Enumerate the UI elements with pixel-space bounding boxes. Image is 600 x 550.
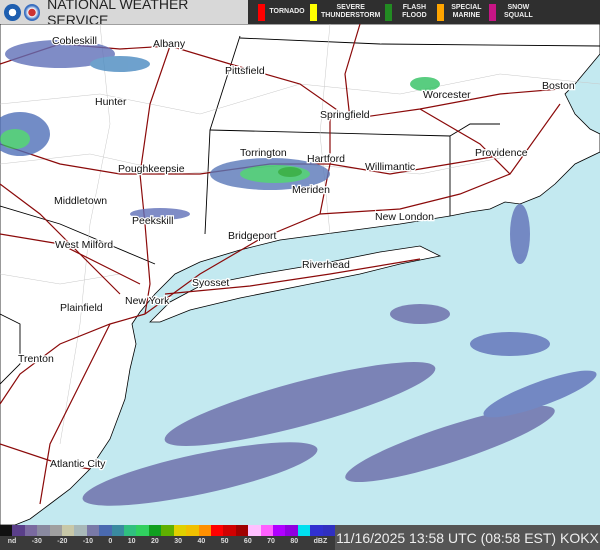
warning-label: SEVERE THUNDERSTORM xyxy=(321,4,381,19)
scale-color xyxy=(124,525,137,536)
city-label: Peekskill xyxy=(132,215,173,227)
scale-color xyxy=(99,525,112,536)
city-label: Hartford xyxy=(307,153,345,165)
city-labels: Cobleskill Albany Pittsfield Hunter Springfi… xyxy=(17,34,576,472)
warning-type: SNOW SQUALL xyxy=(489,3,536,21)
long-island xyxy=(149,245,442,323)
reflectivity-legend: nd -30 -20 -10 0 10 20 30 40 50 60 70 80 dBZ 11/16/20… xyxy=(0,525,600,550)
scale-tick: dBZ xyxy=(313,538,328,545)
city-label: Willimantic xyxy=(365,161,415,173)
radar-map[interactable]: Cobleskill Albany Pittsfield Hunter Springfi… xyxy=(0,24,600,525)
scale-tick: 70 xyxy=(267,538,275,545)
scale-color xyxy=(210,525,224,536)
radar-echoes xyxy=(0,40,597,506)
city-label: Boston xyxy=(542,80,575,92)
scale-tick: 30 xyxy=(174,538,183,545)
scale-color xyxy=(297,525,311,536)
warning-label: SNOW SQUALL xyxy=(503,4,533,19)
scale-color xyxy=(49,525,63,536)
scale-color xyxy=(111,525,125,536)
city-label: Torrington xyxy=(240,147,287,159)
warning-type: SPECIAL MARINE xyxy=(437,3,484,21)
scale-color xyxy=(24,525,38,536)
scale-color xyxy=(74,525,87,536)
scale-tick: -10 xyxy=(82,538,93,545)
warning-swatch xyxy=(489,3,497,21)
scale-tick: 20 xyxy=(150,538,159,545)
scale-ticks: nd -30 -20 -10 0 10 20 30 40 50 60 70 80 dBZ xyxy=(0,536,335,545)
scale-tick: 10 xyxy=(127,538,136,545)
scale-color xyxy=(12,525,25,536)
scale-color xyxy=(322,525,335,536)
scale-tick: 50 xyxy=(220,538,229,545)
scale-tick: -30 xyxy=(31,538,42,545)
scale-color xyxy=(285,525,298,536)
scale-color xyxy=(173,525,187,536)
warning-type: FLASH FLOOD xyxy=(385,3,432,21)
city-label: Plainfield xyxy=(60,302,103,314)
scale-tick: 80 xyxy=(290,538,299,545)
warning-legend: TORNADO SEVERE THUNDERSTORM FLASH FLOOD SPE… xyxy=(248,0,600,24)
noaa-logo xyxy=(4,3,21,21)
city-label: West Milford xyxy=(55,239,113,251)
warning-swatch xyxy=(310,3,317,21)
scale-color xyxy=(223,525,236,536)
brand: NATIONAL WEATHER SERVICE xyxy=(0,0,248,28)
warning-swatch xyxy=(258,3,265,21)
city-label: Trenton xyxy=(18,353,54,365)
scale-tick: -20 xyxy=(57,538,68,545)
warning-label: SPECIAL MARINE xyxy=(451,4,482,19)
scale-color xyxy=(86,525,100,536)
warning-swatch xyxy=(437,3,445,21)
city-label: Providence xyxy=(475,147,528,159)
color-scale: nd -30 -20 -10 0 10 20 30 40 50 60 70 80 dBZ xyxy=(0,525,335,550)
warning-label: FLASH FLOOD xyxy=(402,4,427,19)
scale-color xyxy=(198,525,211,536)
city-label: Albany xyxy=(153,38,186,50)
scale-tick: 0 xyxy=(108,538,113,545)
nws-logo xyxy=(23,3,41,21)
city-label: Pittsfield xyxy=(225,65,265,77)
color-bar xyxy=(0,525,335,536)
roads xyxy=(0,24,561,505)
scale-color xyxy=(310,525,323,536)
scale-color xyxy=(148,525,162,536)
scale-tick: 60 xyxy=(243,538,252,545)
scale-tick: nd xyxy=(7,538,17,545)
city-label: Syosset xyxy=(192,277,229,289)
timestamp: 11/16/2025 13:58 UTC (08:58 EST) KOKX xyxy=(335,525,600,550)
scale-color xyxy=(248,525,261,536)
city-label: New London xyxy=(375,211,434,223)
warning-type: TORNADO xyxy=(258,3,305,21)
scale-color xyxy=(260,525,273,536)
city-label: Riverhead xyxy=(302,259,350,271)
scale-color xyxy=(136,525,149,536)
scale-color xyxy=(0,525,13,536)
scale-color xyxy=(62,525,75,536)
city-label: Middletown xyxy=(54,195,107,207)
scale-color xyxy=(161,525,174,536)
scale-tick: 40 xyxy=(197,538,206,545)
city-label: Poughkeepsie xyxy=(118,163,185,175)
city-label: Worcester xyxy=(423,89,471,101)
scale-color xyxy=(186,525,199,536)
warning-label: TORNADO xyxy=(269,8,305,15)
city-label: Hunter xyxy=(95,96,127,108)
warning-type: SEVERE THUNDERSTORM xyxy=(310,3,381,21)
scale-color xyxy=(235,525,249,536)
city-label: Springfield xyxy=(320,109,370,121)
scale-color xyxy=(37,525,50,536)
city-label: Cobleskill xyxy=(52,35,97,47)
scale-color xyxy=(272,525,286,536)
header: NATIONAL WEATHER SERVICE TORNADO SEVERE T… xyxy=(0,0,600,28)
city-label: New York xyxy=(125,295,170,307)
warning-swatch xyxy=(385,3,393,21)
city-label: Atlantic City xyxy=(50,458,106,470)
state-borders xyxy=(0,35,600,385)
city-label: Bridgeport xyxy=(228,230,277,242)
city-label: Meriden xyxy=(292,184,330,196)
